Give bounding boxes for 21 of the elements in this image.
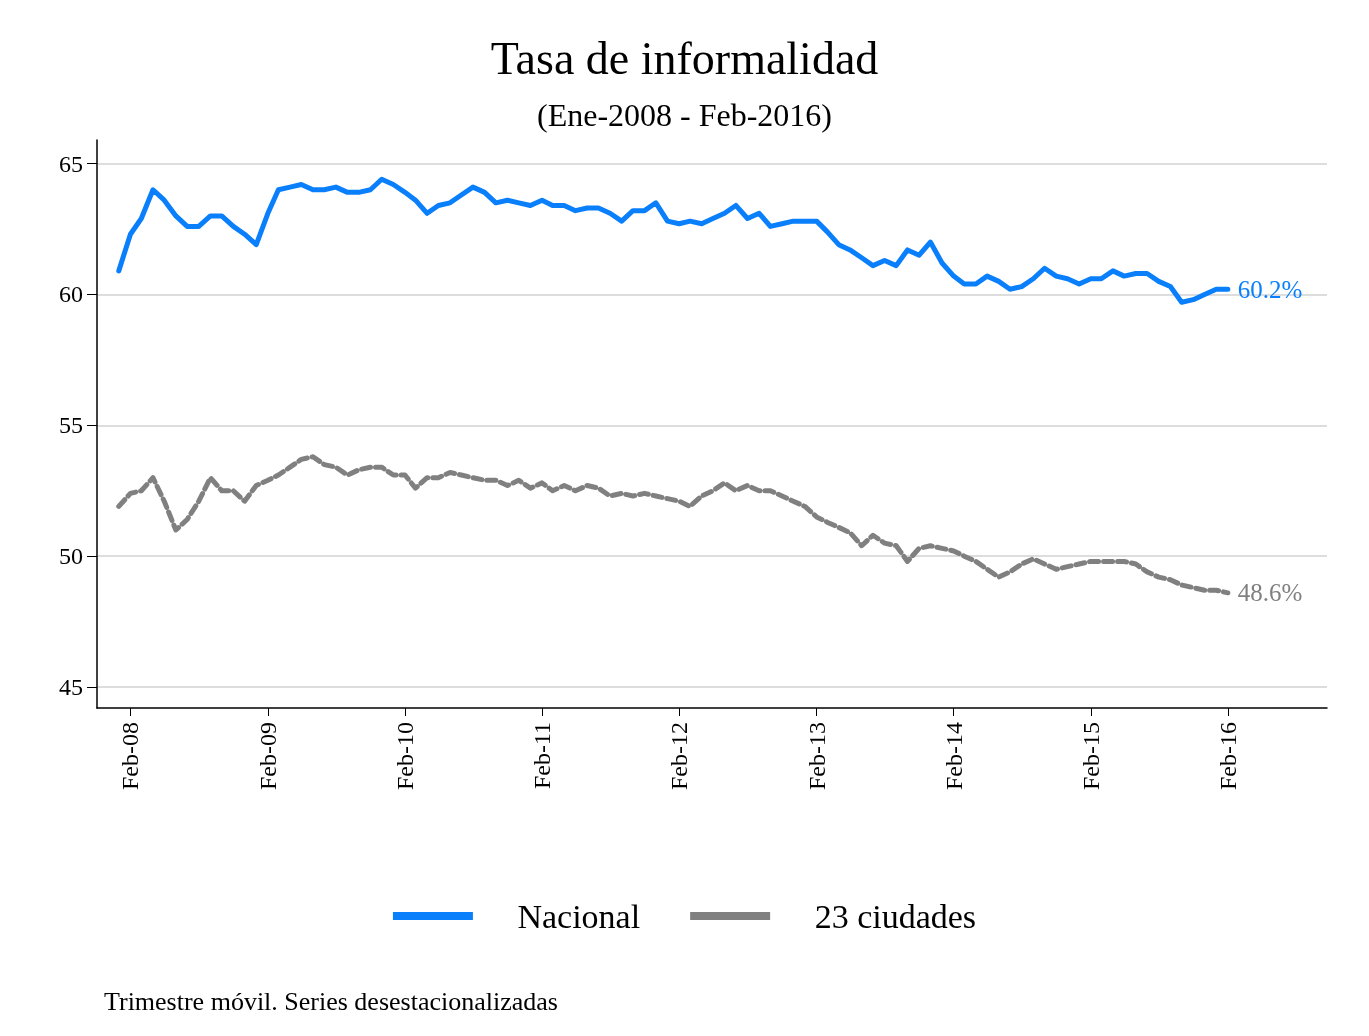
x-tick-label: Feb-09 [254,722,281,790]
x-tick-label: Feb-13 [803,722,830,790]
annotation: 60.2% [1237,275,1303,303]
y-tick-label: 60 [59,281,83,308]
y-tick-label: 65 [59,150,83,177]
x-tick-label: Feb-08 [117,722,144,790]
y-tick-label: 55 [59,412,83,439]
y-tick-label: 45 [59,674,83,701]
x-tick-label: Feb-10 [391,722,418,790]
y-tick-label: 50 [59,543,83,570]
x-tick-label: Feb-12 [666,722,693,790]
x-tick-label: Feb-11 [529,722,556,790]
annotation: 48.6% [1237,579,1303,607]
text: Trimestre móvil. Series desestacionalizadas [104,986,558,1016]
x-tick-label: Feb-14 [940,722,967,790]
x-tick-label: Feb-15 [1077,722,1104,790]
x-tick-label: Feb-16 [1214,722,1241,790]
legend-label: Nacional [517,897,641,935]
legend-label: 23 ciudades [814,897,977,935]
chart-subtitle: (Ene-2008 - Feb-2016) [536,97,833,133]
chart-title: Tasa de informalidad [490,32,879,84]
